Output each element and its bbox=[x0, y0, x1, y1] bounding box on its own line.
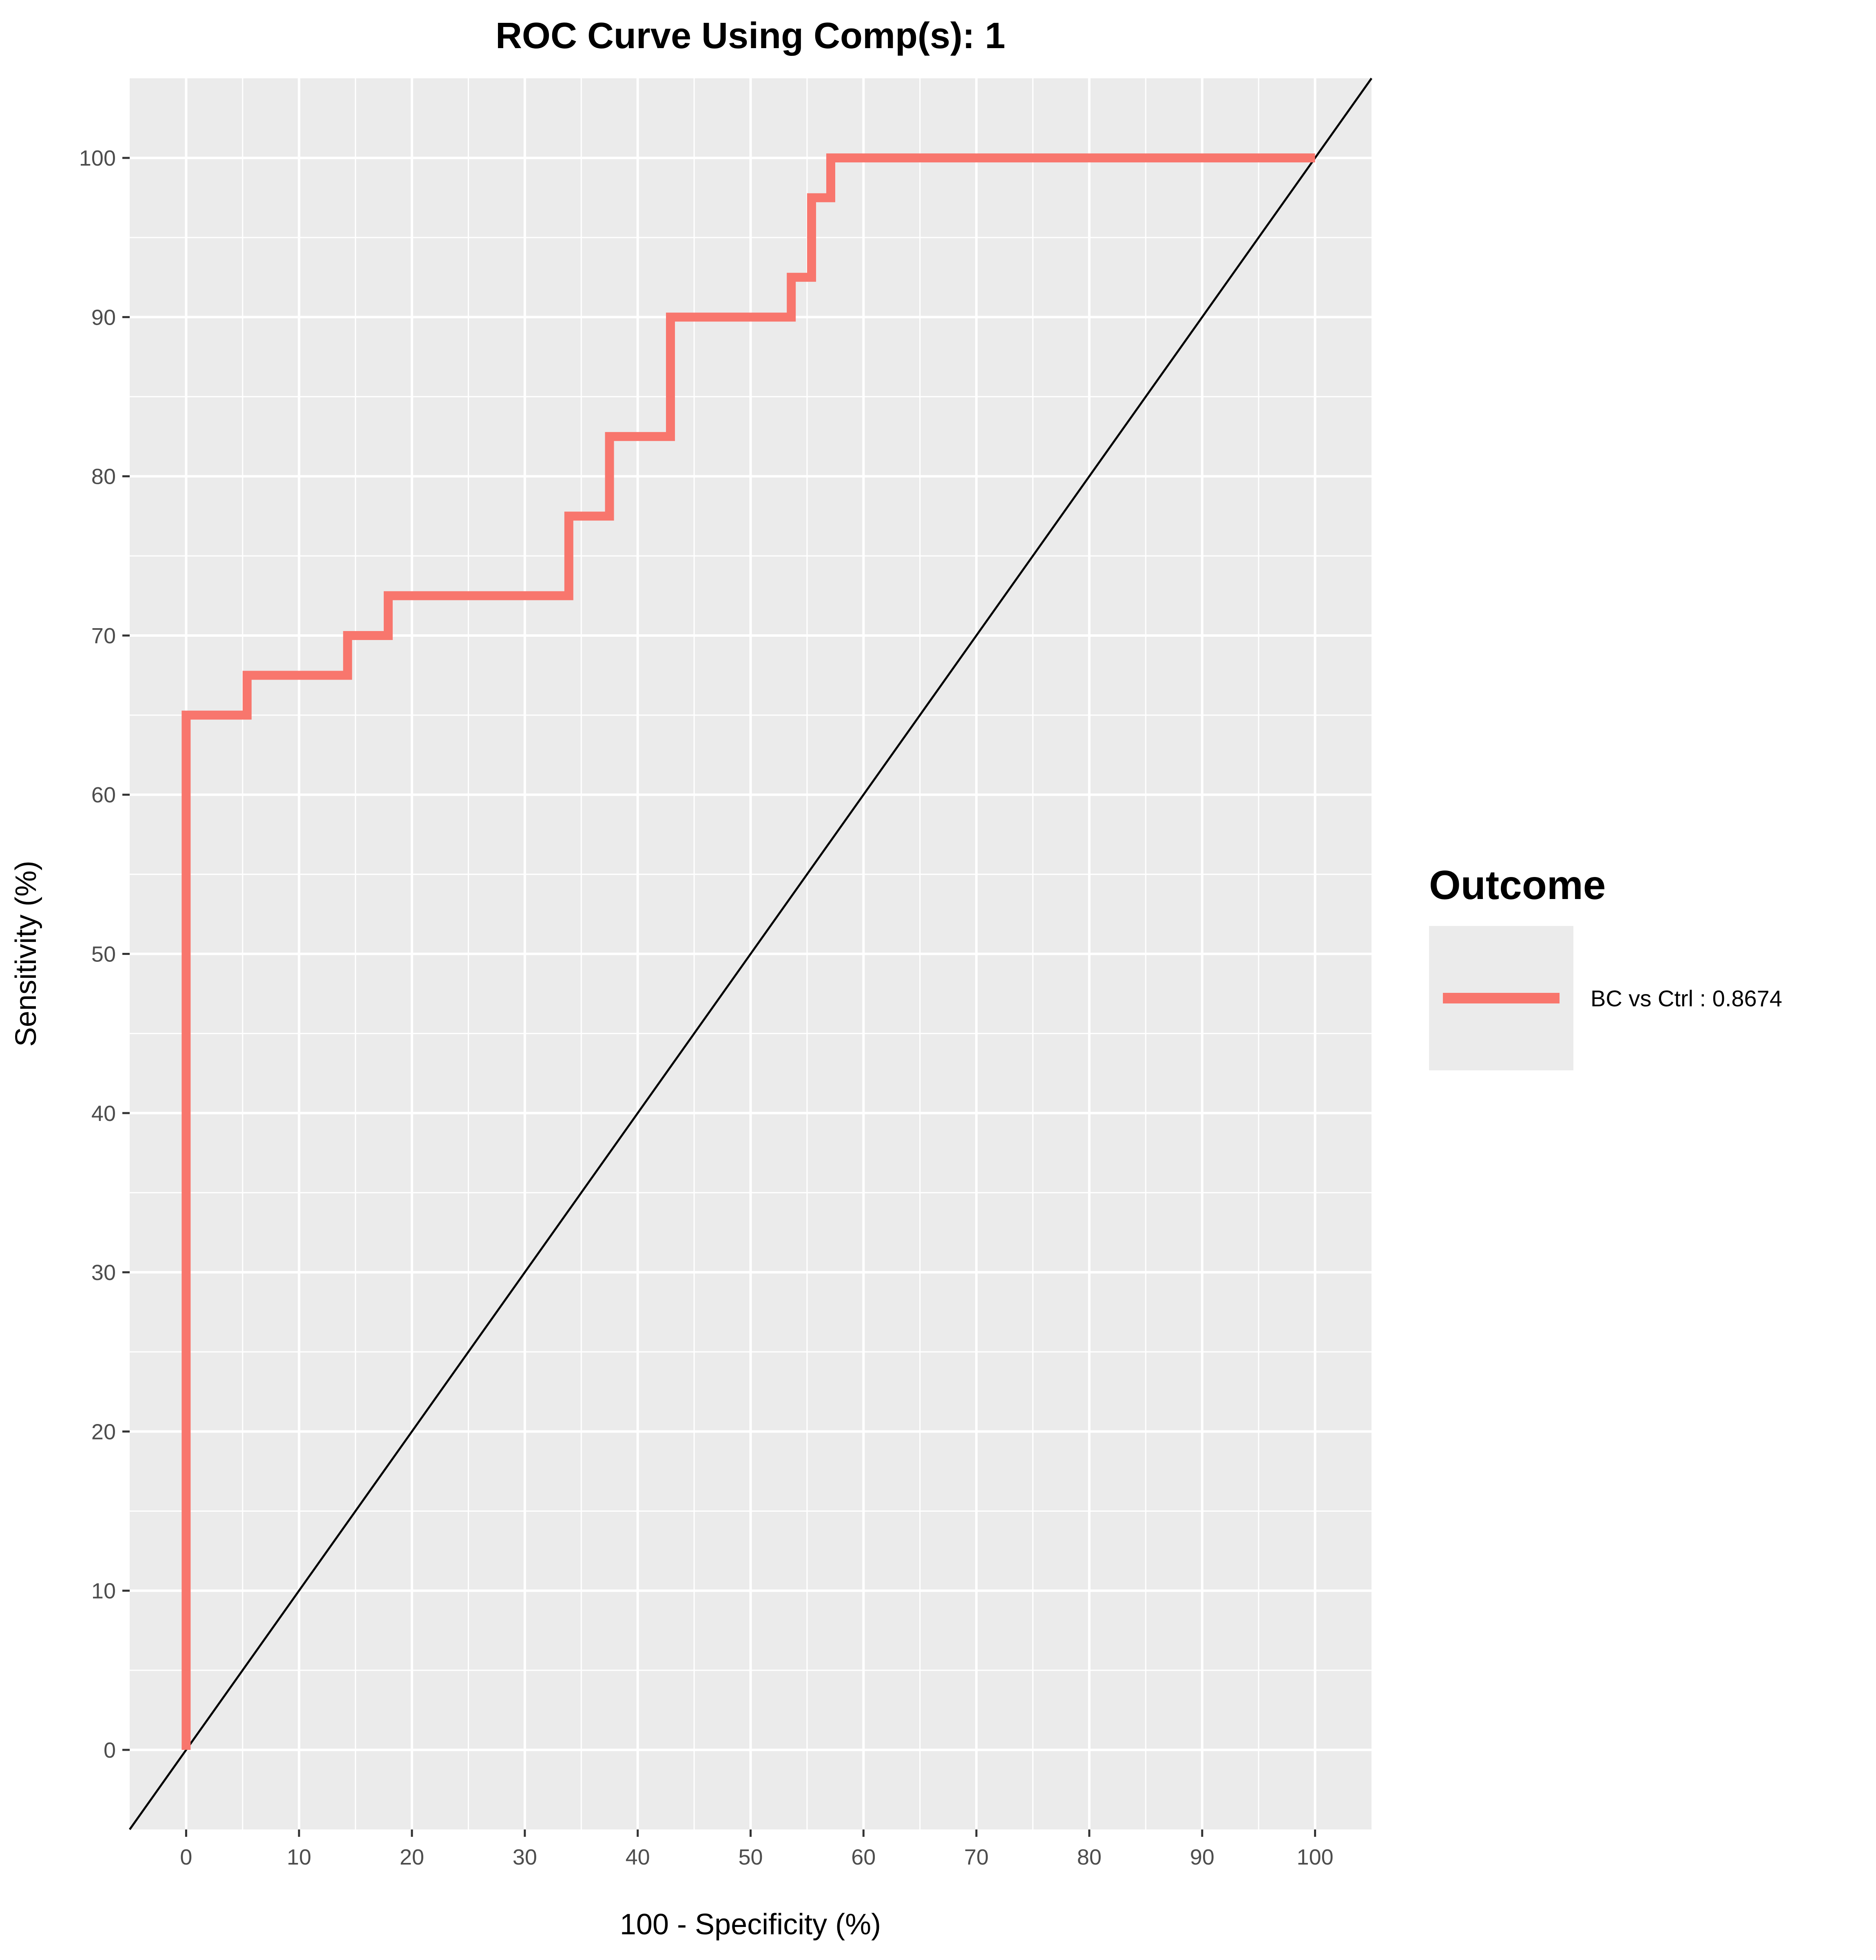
legend: Outcome BC vs Ctrl : 0.8674 bbox=[1429, 862, 1782, 1070]
y-axis-ticks: 0 10 20 30 40 50 60 70 80 90 100 bbox=[79, 146, 130, 1763]
y-tick-label: 0 bbox=[104, 1738, 116, 1763]
y-tick-label: 70 bbox=[91, 624, 116, 648]
chart-title: ROC Curve Using Comp(s): 1 bbox=[496, 16, 1005, 56]
x-tick-label: 70 bbox=[964, 1845, 989, 1869]
x-tick-label: 40 bbox=[626, 1845, 650, 1869]
legend-title: Outcome bbox=[1429, 862, 1606, 908]
grid-lines bbox=[130, 78, 1372, 1829]
y-axis-title: Sensitivity (%) bbox=[10, 861, 42, 1047]
roc-curve-series-0 bbox=[181, 153, 1315, 1750]
y-tick-label: 60 bbox=[91, 783, 116, 807]
legend-entry-label: BC vs Ctrl : 0.8674 bbox=[1591, 986, 1782, 1011]
x-tick-label: 60 bbox=[851, 1845, 876, 1869]
x-tick-label: 20 bbox=[400, 1845, 424, 1869]
y-tick-label: 40 bbox=[91, 1101, 116, 1126]
y-tick-label: 50 bbox=[91, 942, 116, 967]
x-tick-label: 30 bbox=[513, 1845, 537, 1869]
diagonal-reference-line bbox=[128, 78, 1373, 1830]
x-tick-label: 0 bbox=[180, 1845, 192, 1869]
x-tick-label: 10 bbox=[287, 1845, 311, 1869]
y-tick-label: 30 bbox=[91, 1260, 116, 1285]
y-tick-label: 90 bbox=[91, 305, 116, 330]
x-tick-label: 80 bbox=[1077, 1845, 1102, 1869]
x-axis-title: 100 - Specificity (%) bbox=[620, 1908, 881, 1941]
reference-diagonal bbox=[128, 78, 1373, 1830]
y-tick-label: 80 bbox=[91, 465, 116, 489]
series-layer bbox=[181, 153, 1315, 1750]
x-tick-label: 100 bbox=[1297, 1845, 1334, 1869]
x-tick-label: 90 bbox=[1190, 1845, 1215, 1869]
y-tick-label: 20 bbox=[91, 1420, 116, 1444]
x-tick-label: 50 bbox=[738, 1845, 763, 1869]
y-tick-label: 100 bbox=[79, 146, 116, 171]
y-tick-label: 10 bbox=[91, 1579, 116, 1603]
x-axis-ticks: 0 10 20 30 40 50 60 70 80 90 100 bbox=[180, 1829, 1334, 1869]
